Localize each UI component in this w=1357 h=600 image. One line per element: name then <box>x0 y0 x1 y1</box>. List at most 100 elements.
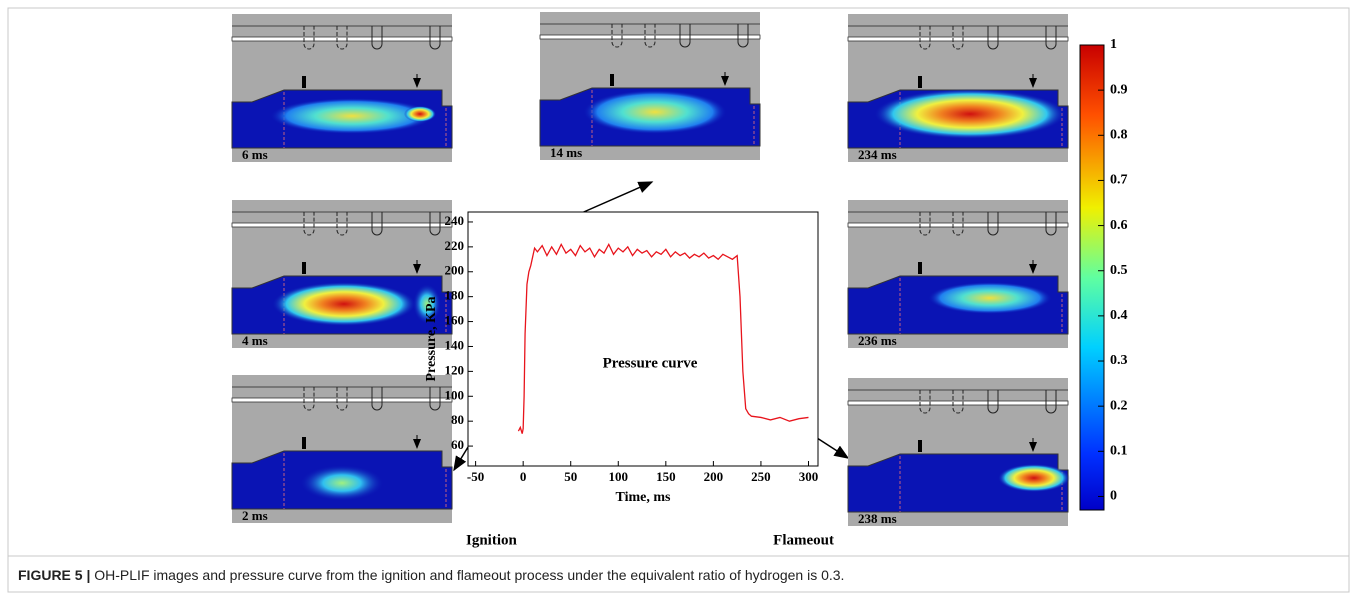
y-tick-label: 200 <box>445 263 465 278</box>
y-tick-label: 60 <box>451 437 464 452</box>
injector <box>429 387 441 411</box>
marker <box>918 440 922 452</box>
panel-label: 6 ms <box>242 147 268 162</box>
caption: FIGURE 5 | OH-PLIF images and pressure c… <box>18 567 844 583</box>
injector <box>679 24 691 48</box>
plif-image: 236 ms <box>847 200 1069 348</box>
colorbar-tick-label: 0.9 <box>1110 82 1128 97</box>
injector <box>919 390 931 414</box>
rail <box>847 36 1069 42</box>
y-tick-label: 160 <box>445 313 465 328</box>
plif-image: 4 ms <box>231 200 453 348</box>
plif-image: 2 ms <box>231 375 453 523</box>
flame <box>413 284 441 324</box>
flame <box>272 282 416 326</box>
injector <box>303 26 315 50</box>
colorbar-tick-label: 0.7 <box>1110 173 1128 188</box>
injector <box>1045 212 1057 236</box>
plif-image: 14 ms <box>539 12 761 160</box>
plif-image: 234 ms <box>847 14 1069 162</box>
injector <box>952 26 964 50</box>
marker <box>302 262 306 274</box>
panel-label: 14 ms <box>550 145 582 160</box>
marker <box>302 76 306 88</box>
injector <box>952 390 964 414</box>
y-tick-label: 240 <box>445 213 465 228</box>
x-tick-label: 250 <box>751 469 771 484</box>
ignition-label: Ignition <box>466 532 518 548</box>
flame <box>270 98 434 134</box>
flame <box>583 90 727 134</box>
colorbar-tick-label: 0.8 <box>1110 128 1128 143</box>
plif-image: 238 ms <box>847 378 1070 526</box>
panel-label: 238 ms <box>858 511 897 526</box>
injector <box>919 212 931 236</box>
colorbar-tick-label: 0 <box>1110 489 1117 504</box>
x-tick-label: 150 <box>656 469 676 484</box>
flameout-label: Flameout <box>773 532 834 548</box>
flame <box>874 89 1066 139</box>
flame <box>928 282 1052 314</box>
injector <box>1045 390 1057 414</box>
injector <box>303 387 315 411</box>
colorbar-tick-label: 0.4 <box>1110 308 1128 323</box>
colorbar-tick-label: 0.6 <box>1110 218 1128 233</box>
plif-image: 6 ms <box>231 14 453 162</box>
caption-label: FIGURE 5 | <box>18 567 90 583</box>
panel-label: 236 ms <box>858 333 897 348</box>
injector <box>371 26 383 50</box>
flame <box>300 465 384 501</box>
marker <box>918 76 922 88</box>
injector <box>987 390 999 414</box>
marker <box>302 437 306 449</box>
rail <box>539 34 761 40</box>
injector <box>919 26 931 50</box>
colorbar-tick-label: 0.3 <box>1110 353 1128 368</box>
rail <box>231 36 453 42</box>
x-tick-label: 100 <box>609 469 629 484</box>
colorbar-tick-label: 0.2 <box>1110 398 1128 413</box>
injector <box>611 24 623 48</box>
colorbar-tick-label: 1 <box>1110 37 1117 52</box>
injector <box>371 387 383 411</box>
rail <box>231 222 453 228</box>
injector <box>737 24 749 48</box>
y-tick-label: 180 <box>445 288 465 303</box>
injector <box>429 212 441 236</box>
panel-label: 4 ms <box>242 333 268 348</box>
injector <box>987 26 999 50</box>
injector <box>987 212 999 236</box>
injector <box>336 387 348 411</box>
rail <box>231 397 453 403</box>
injector <box>429 26 441 50</box>
x-tick-label: 50 <box>564 469 577 484</box>
injector <box>303 212 315 236</box>
annotation: Pressure curve <box>603 355 698 371</box>
injector <box>952 212 964 236</box>
y-tick-label: 140 <box>445 337 465 352</box>
flame <box>404 106 436 122</box>
colorbar <box>1079 44 1105 511</box>
y-axis-label: Pressure, KPa <box>424 296 439 381</box>
x-tick-label: 200 <box>704 469 724 484</box>
plot-frame <box>467 211 819 467</box>
pressure-line <box>517 242 809 434</box>
injector <box>336 212 348 236</box>
flame <box>998 464 1070 492</box>
marker <box>918 262 922 274</box>
caption-text: OH-PLIF images and pressure curve from t… <box>94 567 844 583</box>
injector <box>371 212 383 236</box>
panel-label: 234 ms <box>858 147 897 162</box>
colorbar-tick-label: 0.5 <box>1110 263 1128 278</box>
x-tick-label: 0 <box>520 469 527 484</box>
x-axis-label: Time, ms <box>616 490 672 505</box>
rail <box>847 222 1069 228</box>
marker <box>610 74 614 86</box>
y-tick-label: 220 <box>445 238 465 253</box>
injector <box>1045 26 1057 50</box>
x-tick-label: -50 <box>467 469 484 484</box>
y-tick-label: 120 <box>445 362 465 377</box>
frame <box>7 7 1350 593</box>
